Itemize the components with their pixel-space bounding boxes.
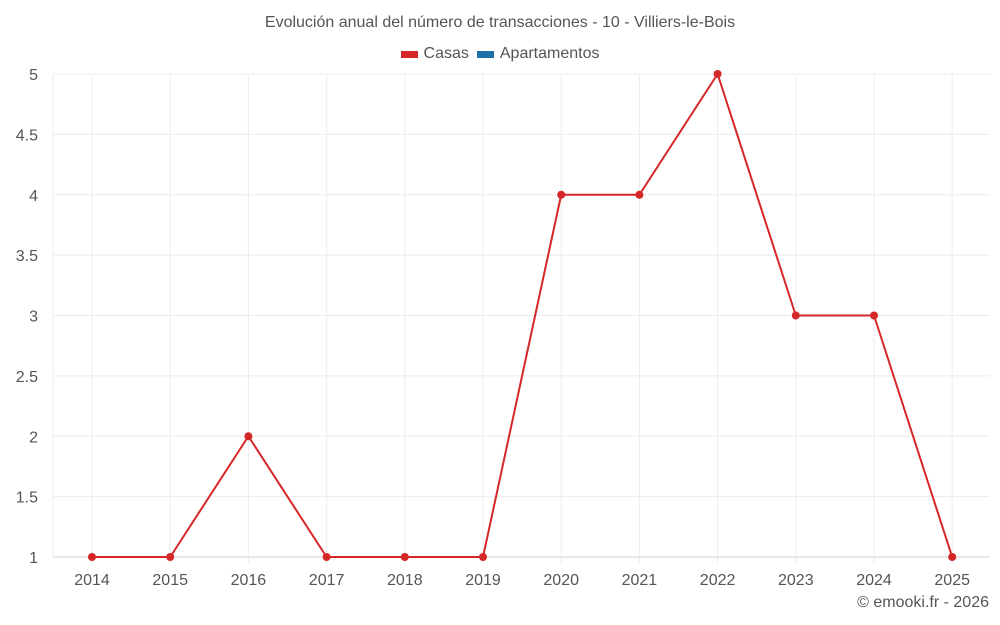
- x-tick-label: 2019: [465, 572, 501, 589]
- chart-title: Evolución anual del número de transaccio…: [264, 14, 736, 31]
- legend-item-casas[interactable]: Casas: [400, 45, 469, 63]
- data-point[interactable]: [479, 553, 487, 561]
- y-tick-label: 3.5: [16, 248, 38, 265]
- x-tick-label: 2024: [856, 572, 892, 589]
- y-tick-label: 5: [29, 67, 38, 84]
- y-tick-label: 4.5: [16, 127, 38, 144]
- y-tick-label: 1.5: [16, 490, 38, 507]
- x-tick-label: 2022: [700, 572, 736, 589]
- y-tick-label: 4: [29, 188, 38, 205]
- x-tick-label: 2015: [152, 572, 188, 589]
- axes: 1 1.5 2 2.5 3 3.5 4 4.5 5 2014 2015 2016 2017 2018 201…: [16, 67, 970, 589]
- series-casas: [88, 70, 957, 561]
- data-point[interactable]: [870, 311, 878, 320]
- data-point[interactable]: [88, 553, 96, 561]
- data-point[interactable]: [791, 311, 800, 320]
- data-point[interactable]: [166, 553, 175, 561]
- x-tick-label: 2020: [543, 572, 579, 589]
- data-point[interactable]: [557, 190, 566, 199]
- x-tick-label: 2017: [309, 572, 345, 589]
- x-tick-label: 2025: [934, 572, 970, 589]
- data-point[interactable]: [713, 70, 722, 78]
- legend-swatch-apartamentos: [476, 50, 494, 58]
- y-tick-label: 3: [29, 309, 38, 326]
- y-tick-label: 2: [29, 429, 38, 446]
- x-tick-label: 2023: [778, 572, 814, 589]
- x-tick-label: 2018: [387, 572, 423, 589]
- data-point[interactable]: [635, 190, 644, 199]
- gridlines: [52, 73, 990, 563]
- data-point[interactable]: [948, 553, 957, 561]
- legend-item-apartamentos[interactable]: Apartamentos: [476, 45, 600, 63]
- credit-text: © emooki.fr - 2026: [857, 594, 989, 611]
- data-point[interactable]: [244, 432, 253, 441]
- data-point[interactable]: [400, 553, 409, 561]
- legend-label-casas: Casas: [423, 45, 469, 62]
- legend-swatch-casas: [400, 50, 418, 58]
- y-tick-label: 1: [29, 550, 38, 567]
- legend-label-apartamentos: Apartamentos: [499, 45, 600, 62]
- x-tick-label: 2016: [231, 572, 267, 589]
- x-tick-label: 2021: [622, 572, 658, 589]
- data-point[interactable]: [322, 553, 331, 561]
- legend: Casas Apartamentos: [0, 45, 1000, 63]
- x-tick-label: 2014: [74, 572, 110, 589]
- y-tick-label: 2.5: [16, 369, 38, 386]
